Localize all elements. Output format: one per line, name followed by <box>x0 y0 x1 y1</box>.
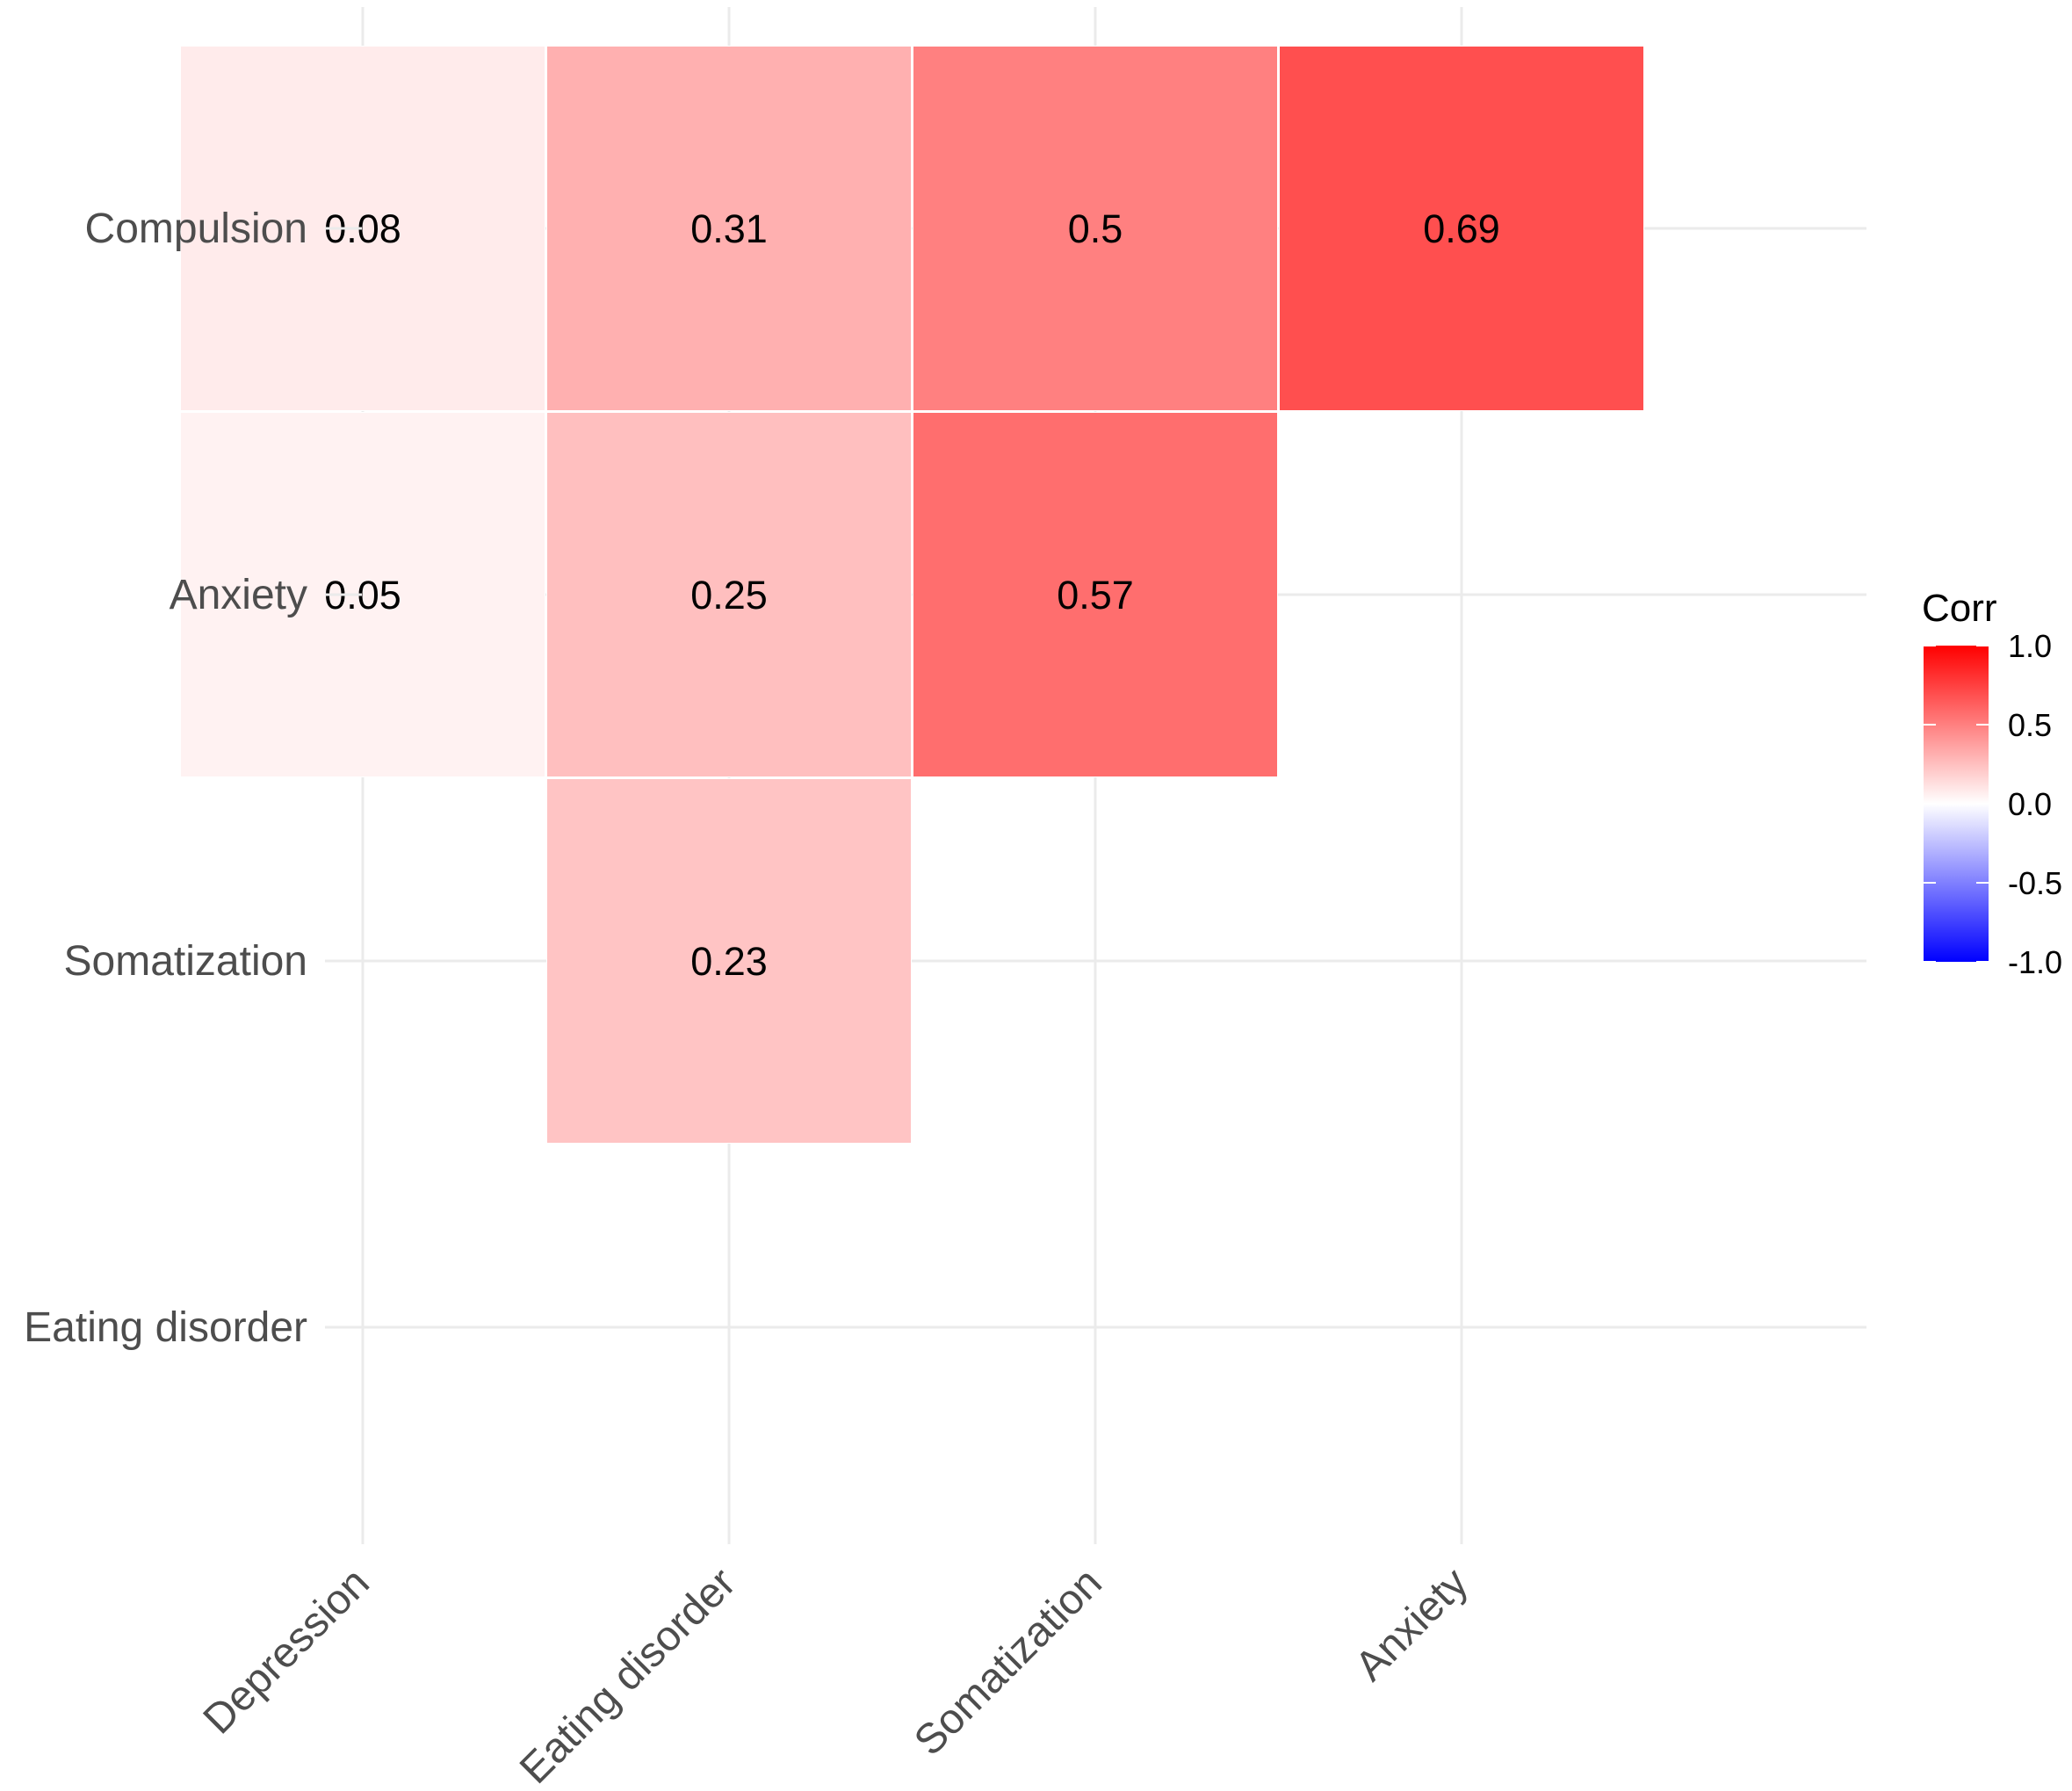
legend-title: Corr <box>1922 587 1997 630</box>
cell-value-label: 0.31 <box>690 206 768 251</box>
legend-tick-label: 0.5 <box>2008 707 2052 743</box>
x-axis-tick-label: Eating disorder <box>511 1559 745 1791</box>
cell-value-label: 0.5 <box>1068 206 1123 251</box>
x-axis: Depression Eating disorder Somatization Anx… <box>195 1559 1477 1791</box>
heatmap-cell <box>546 46 912 411</box>
y-axis-tick-label: Somatization <box>64 938 307 985</box>
legend: Corr 1.0 0.5 0.0 -0.5 -1.0 <box>1922 587 2062 980</box>
heatmap-cell <box>1279 46 1644 411</box>
cell-value-label: 0.69 <box>1423 206 1500 251</box>
cell-value-label: 0.57 <box>1057 573 1134 617</box>
heatmap-cells <box>180 46 1644 1144</box>
heatmap-cell <box>180 412 545 777</box>
y-axis-tick-label: Anxiety <box>170 572 307 618</box>
x-axis-tick-label: Somatization <box>906 1559 1111 1765</box>
x-axis-tick-label: Depression <box>195 1559 379 1743</box>
heatmap-cell <box>546 778 912 1144</box>
cell-value-label: 0.23 <box>690 939 768 984</box>
cell-value-labels: 0.08 0.31 0.5 0.690.05 0.25 0.570.23 <box>324 206 1500 984</box>
cell-value-label: 0.25 <box>690 573 768 617</box>
legend-tick-label: 1.0 <box>2008 628 2052 664</box>
legend-tick-label: 0.0 <box>2008 786 2052 822</box>
heatmap-cell <box>546 412 912 777</box>
legend-ticks: 1.0 0.5 0.0 -0.5 -1.0 <box>1924 628 2062 980</box>
heatmap-cell <box>180 46 545 411</box>
y-axis-tick-label: Eating disorder <box>24 1304 307 1351</box>
y-axis-tick-label: Compulsion <box>85 206 307 252</box>
legend-tick-label: -1.0 <box>2008 944 2062 980</box>
y-axis: Compulsion Anxiety Somatization Eating diso… <box>24 206 362 1351</box>
heatmap-cell <box>913 412 1278 777</box>
heatmap-cell <box>913 46 1278 411</box>
x-axis-tick-label: Anxiety <box>1346 1559 1477 1690</box>
legend-tick-label: -0.5 <box>2008 865 2062 901</box>
